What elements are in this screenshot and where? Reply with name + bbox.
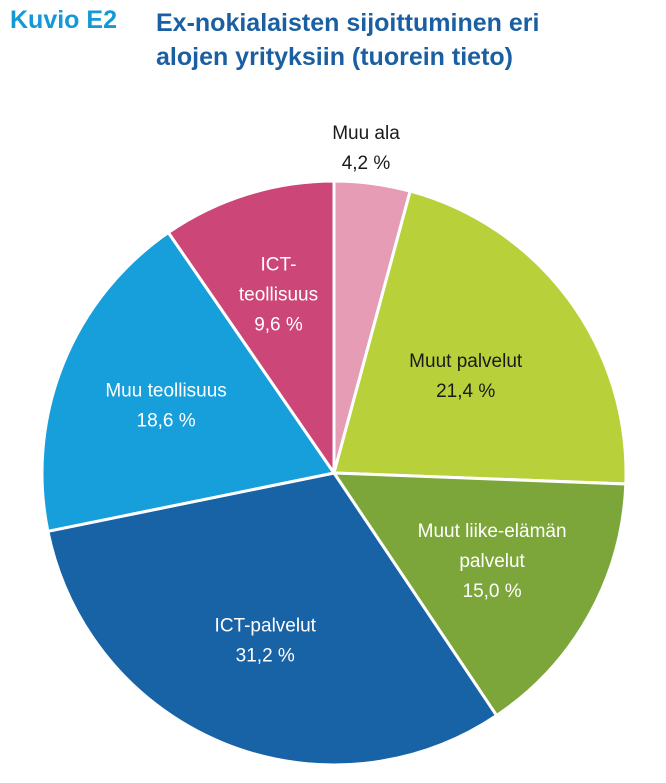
slice-label-2: Muut palvelut 21,4 % <box>409 351 523 402</box>
slice-category-label: Muu ala <box>332 123 400 144</box>
slice-category-label: teollisuus <box>239 285 318 306</box>
slice-label-6: ICT-teollisuus 9,6 % <box>239 255 318 336</box>
slice-category-label: palvelut <box>459 551 525 572</box>
slice-category-label: Muut liike-elämän <box>418 521 567 542</box>
chart-title-line-2: alojen yrityksiin (tuorein tieto) <box>156 43 513 71</box>
pie-slice-5 <box>40 231 336 533</box>
slice-value-label: 9,6 % <box>254 315 303 336</box>
slice-value-label: 21,4 % <box>436 381 495 402</box>
slice-category-label: ICT-palvelut <box>215 615 317 636</box>
slice-value-label: 15,0 % <box>463 581 522 602</box>
chart-title: Ex-nokialaisten sijoittuminen eri alojen… <box>156 6 646 74</box>
slice-value-label: 31,2 % <box>236 645 295 666</box>
slice-category-label: ICT- <box>261 255 297 276</box>
pie-slices <box>40 179 628 767</box>
pie-labels: Muu ala 4,2 % Muut palvelut 21,4 % Muut liik… <box>105 123 566 666</box>
slice-value-label: 4,2 % <box>342 153 391 174</box>
slice-value-label: 18,6 % <box>137 410 196 431</box>
slice-label-1: Muu ala 4,2 % <box>332 123 400 174</box>
slice-category-label: Muut palvelut <box>409 351 523 372</box>
slice-label-5: Muu teollisuus 18,6 % <box>105 380 226 431</box>
chart-title-line-1: Ex-nokialaisten sijoittuminen eri <box>156 9 540 37</box>
figure-number: Kuvio E2 <box>10 6 117 34</box>
pie-slice-4 <box>46 471 499 767</box>
slice-label-3: Muut liike-elämän palvelut 15,0 % <box>418 521 567 602</box>
slice-label-4: ICT-palvelut 31,2 % <box>215 615 317 666</box>
pie-slice-2 <box>332 189 628 486</box>
pie-slice-6 <box>166 179 336 475</box>
slice-category-label: Muu teollisuus <box>105 380 226 401</box>
pie-slice-3 <box>332 471 628 718</box>
